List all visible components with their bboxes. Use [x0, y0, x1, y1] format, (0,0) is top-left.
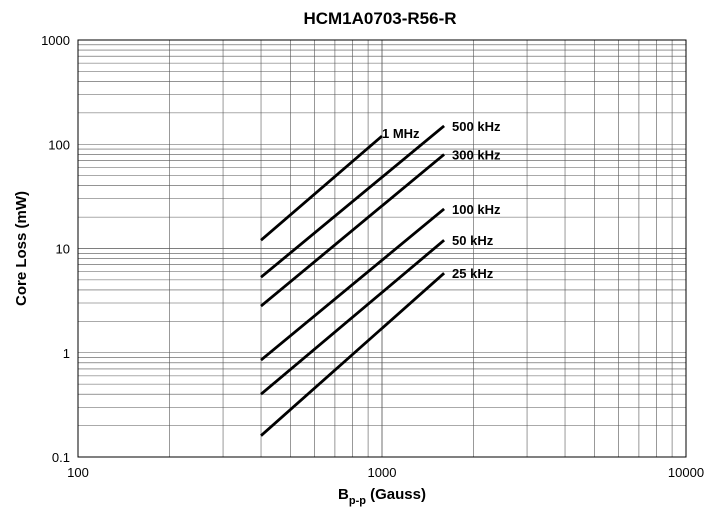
grid-lines: [77, 39, 687, 458]
chart-title: HCM1A0703-R56-R: [303, 9, 456, 28]
plot-frame: [77, 39, 687, 458]
series-line: [260, 272, 446, 437]
series-label: 25 kHz: [452, 266, 494, 281]
x-axis-label-sub: p-p: [349, 495, 366, 507]
x-axis-label-main: B: [338, 486, 349, 503]
series-line: [260, 124, 445, 279]
y-tick-label: 1: [63, 346, 70, 361]
series-line: [260, 134, 383, 242]
y-tick-label: 0.1: [52, 450, 70, 465]
series-line: [260, 239, 446, 396]
x-axis-label-rest: (Gauss): [366, 486, 426, 503]
x-tick-label: 100: [67, 465, 89, 480]
series-line: [260, 207, 445, 362]
series-line: [260, 153, 445, 308]
y-tick-label: 1000: [41, 33, 70, 48]
x-axis-label: Bp-p (Gauss): [338, 486, 426, 507]
series-label: 50 kHz: [452, 233, 494, 248]
series-label: 500 kHz: [452, 119, 501, 134]
data-series: 1 MHz 500 kHz 300 kHz 100 kHz 50 kHz 25 kHz: [260, 119, 501, 437]
series-label: 100 kHz: [452, 202, 501, 217]
series-label: 1 MHz: [382, 126, 420, 141]
x-tick-label: 10000: [668, 465, 704, 480]
tick-labels: 100 1000 10000 0.1 1 10 100 1000: [41, 33, 704, 480]
y-axis-label: Core Loss (mW): [13, 191, 30, 306]
x-tick-label: 1000: [368, 465, 397, 480]
series-label: 300 kHz: [452, 147, 501, 162]
y-tick-label: 10: [56, 242, 70, 257]
y-tick-label: 100: [48, 137, 70, 152]
